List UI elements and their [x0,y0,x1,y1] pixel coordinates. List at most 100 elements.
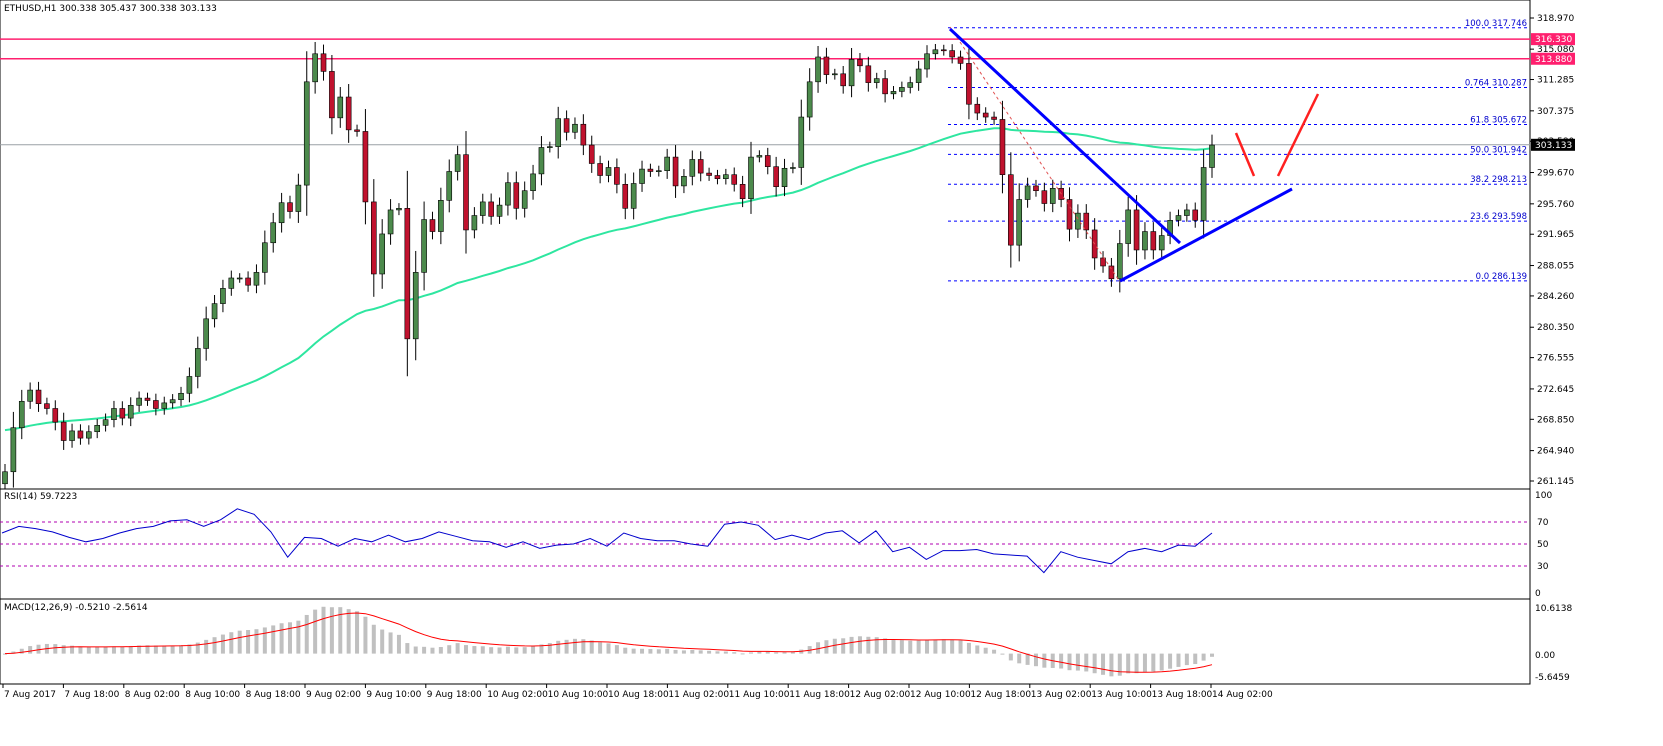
macd-bar [413,646,418,654]
bullish-candle [136,397,142,406]
bullish-candle [1175,215,1182,221]
bullish-candle [1158,235,1165,251]
macd-bar [631,648,636,654]
macd-bar [656,649,661,654]
bullish-candle [111,408,117,421]
bullish-candle [915,68,922,83]
macd-bar [992,649,997,654]
rsi-label: RSI(14) 59.7223 [4,492,77,502]
bullish-candle [194,348,201,377]
macd-bar [204,639,209,654]
macd-bar [1210,653,1214,657]
macd-bar [296,620,301,654]
macd-bar [447,645,452,654]
macd-bar [1134,653,1139,674]
macd-bar [1075,653,1080,671]
macd-bar [841,638,846,654]
bearish-candle [429,219,436,232]
macd-bar [539,644,544,654]
fib-level-label: 38.2 298.213 [1470,175,1527,185]
macd-bar [866,636,871,654]
macd-bar [950,639,955,654]
bullish-candle [446,171,453,201]
macd-bar [715,651,720,654]
bearish-candle [857,59,863,67]
bearish-candle [823,56,830,75]
time-tick-label: 14 Aug 02:00 [1212,690,1273,700]
bullish-candle [924,53,930,70]
macd-scale-low: -5.6459 [1535,673,1570,683]
macd-bar [1033,653,1038,667]
macd-bar [19,648,24,654]
macd-bar [648,649,653,654]
time-tick-label: 7 Aug 18:00 [64,690,119,700]
bearish-candle [697,159,704,174]
price-tick-label: 261.145 [1537,477,1574,487]
macd-scale-high: 10.6138 [1535,604,1572,614]
bearish-candle [320,53,327,72]
macd-bar [782,652,787,654]
bullish-candle [756,155,763,158]
price-tick-label: 315.080 [1537,45,1574,55]
bearish-candle [622,184,629,209]
rsi-level-label: 50 [1537,540,1549,550]
bearish-candle [1033,185,1039,192]
bullish-candle [505,182,511,206]
macd-bar [1042,653,1047,668]
macd-bar [665,648,670,654]
falling-trendline [948,27,1182,245]
macd-bar [195,642,200,654]
bearish-candle [949,50,955,58]
macd-bar [363,616,368,654]
rsi-level-label: 70 [1537,518,1549,528]
rsi-scale-0: 0 [1535,589,1541,599]
price-tick-label: 264.940 [1537,447,1574,457]
macd-bar [547,643,552,654]
price-tick-label: 288.055 [1537,262,1574,272]
bearish-candle [77,430,84,439]
resistance-price-tag [1531,52,1575,65]
bullish-candle [907,82,914,88]
macd-bar [1159,653,1164,671]
bearish-candle [840,73,846,87]
macd-bar [723,651,728,654]
time-tick-label: 10 Aug 18:00 [608,690,669,700]
macd-bar [1109,653,1114,677]
bearish-candle [404,208,411,340]
bullish-candle [530,173,536,192]
macd-bar [472,646,477,654]
macd-bar [514,647,519,654]
bullish-candle [186,376,193,394]
bearish-candle [999,119,1006,175]
macd-bar [153,645,158,654]
macd-bar [925,640,930,654]
bullish-candle [278,202,285,224]
bearish-candle [1008,174,1014,246]
bearish-candle [1066,199,1073,230]
price-axis: 318.970315.080311.285307.375303.580299.6… [1530,14,1575,487]
bearish-candle [362,131,369,203]
bullish-candle [303,81,310,186]
price-tick-label: 295.760 [1537,200,1574,210]
rising-trendline [1119,187,1293,283]
macd-bar [489,647,494,654]
bullish-candle [379,233,385,275]
bullish-candle [1184,209,1190,216]
macd-bar [531,646,536,654]
bullish-candle [1125,209,1131,244]
red-arrow-down [1234,132,1256,177]
bullish-candle [1209,144,1215,168]
time-tick-label: 8 Aug 18:00 [246,690,301,700]
macd-bar [522,647,527,654]
macd-bar [271,625,276,654]
macd-bar [933,639,938,654]
bullish-candle [18,400,25,429]
resistance-price-label: 316.330 [1535,35,1572,45]
rsi-levels: 70 50 30 [0,518,1549,572]
bullish-candle [471,215,478,231]
macd-bar [832,638,837,654]
macd-bar [941,639,946,654]
bullish-candle [1024,185,1031,200]
fib-level-label: 23.6 293.598 [1470,212,1527,222]
